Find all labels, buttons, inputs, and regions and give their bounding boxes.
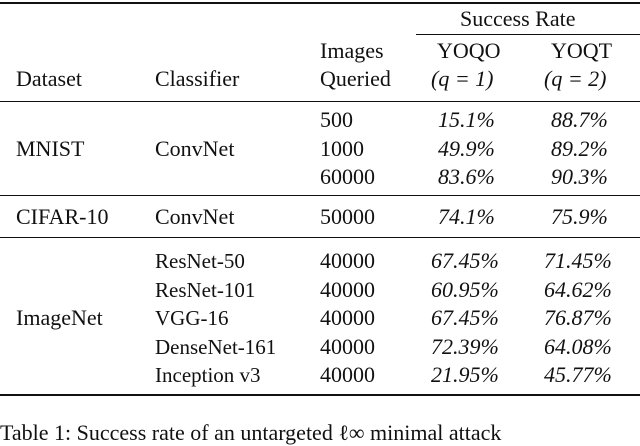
classifier-header: Classifier [155, 66, 240, 91]
imagenet-classifier-1: ResNet-101 [155, 278, 256, 302]
imagenet-yoqo-2: 67.45% [431, 305, 499, 330]
cifar-yoqt: 75.9% [551, 204, 608, 229]
table-top-rule [0, 2, 640, 4]
imagenet-images-2: 40000 [320, 305, 375, 330]
imagenet-classifier-2: VGG-16 [155, 306, 229, 330]
cifar-bottom-rule [0, 237, 640, 238]
cifar-images: 50000 [320, 204, 375, 229]
mnist-yoqt-1: 89.2% [551, 136, 608, 161]
yoqt-q-header: (q = 2) [544, 66, 607, 91]
mnist-images-0: 500 [320, 107, 353, 132]
classifier-cifar: ConvNet [155, 204, 235, 229]
images-queried-header-line1: Images [320, 38, 384, 63]
dataset-header: Dataset [16, 66, 82, 91]
imagenet-images-1: 40000 [320, 277, 375, 302]
imagenet-classifier-0: ResNet-50 [155, 249, 245, 273]
cifar-yoqo: 74.1% [438, 204, 495, 229]
mnist-yoqt-2: 90.3% [551, 164, 608, 189]
mnist-yoqo-2: 83.6% [438, 164, 495, 189]
mnist-bottom-rule [0, 195, 640, 196]
yoqo-header: YOQO [437, 38, 501, 63]
imagenet-yoqo-1: 60.95% [431, 277, 499, 302]
imagenet-yoqo-4: 21.95% [431, 362, 499, 387]
yoqt-header: YOQT [551, 38, 613, 63]
imagenet-yoqo-3: 72.39% [431, 334, 499, 359]
imagenet-classifier-4: Inception v3 [155, 363, 261, 387]
mnist-yoqo-1: 49.9% [438, 136, 495, 161]
imagenet-yoqt-4: 45.77% [544, 362, 612, 387]
success-rate-underline [416, 34, 640, 35]
success-rate-header: Success Rate [460, 6, 576, 31]
mnist-images-2: 60000 [320, 164, 375, 189]
imagenet-yoqt-1: 64.62% [544, 277, 612, 302]
imagenet-classifier-3: DenseNet-161 [155, 335, 277, 359]
mnist-yoqo-0: 15.1% [438, 107, 495, 132]
mnist-images-1: 1000 [320, 136, 364, 161]
dataset-imagenet: ImageNet [16, 305, 103, 330]
imagenet-images-0: 40000 [320, 248, 375, 273]
imagenet-images-3: 40000 [320, 334, 375, 359]
table-caption: Table 1: Success rate of an untargeted ℓ… [0, 420, 502, 445]
dataset-cifar: CIFAR-10 [16, 204, 109, 229]
imagenet-images-4: 40000 [320, 362, 375, 387]
table-bottom-rule [0, 394, 640, 396]
yoqo-q-header: (q = 1) [431, 66, 494, 91]
dataset-mnist: MNIST [16, 136, 85, 161]
header-bottom-rule [0, 101, 640, 102]
images-queried-header-line2: Queried [320, 66, 391, 91]
imagenet-yoqo-0: 67.45% [431, 248, 499, 273]
classifier-mnist: ConvNet [155, 136, 235, 161]
mnist-yoqt-0: 88.7% [551, 107, 608, 132]
imagenet-yoqt-2: 76.87% [544, 305, 612, 330]
imagenet-yoqt-0: 71.45% [544, 248, 612, 273]
imagenet-yoqt-3: 64.08% [544, 334, 612, 359]
